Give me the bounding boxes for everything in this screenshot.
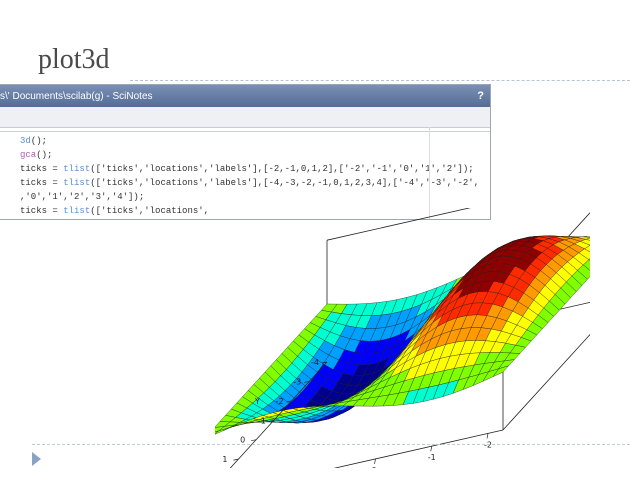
toolbar: [0, 107, 490, 128]
y-tick-label: 1: [222, 455, 227, 464]
y-tick-label: 0: [240, 436, 245, 445]
title-divider: [130, 80, 630, 81]
footer-divider: [32, 444, 630, 445]
surface-mesh: [215, 235, 590, 435]
y-tick-label: -4: [311, 358, 319, 367]
surface-facet: [215, 430, 219, 434]
code-line: ticks = tlist(['ticks','locations',: [20, 206, 210, 216]
y-tick-label: -1: [258, 416, 266, 425]
y-tick-label: -2: [276, 397, 284, 406]
x-tick-label: 0: [372, 466, 377, 468]
x-tick-label: -1: [428, 453, 436, 462]
x-axis-ticks: 210-1-2: [372, 433, 492, 468]
scinotes-window: s\' Documents\scilab(g) - SciNotes ? 3d(…: [0, 84, 491, 220]
slide-title: plot3d: [38, 44, 110, 75]
code-line: ticks = tlist(['ticks','locations','labe…: [20, 178, 480, 188]
code-editor[interactable]: 3d(); gca(); ticks = tlist(['ticks','loc…: [0, 131, 490, 219]
y-axis-ticks: -4-3-2-10123: [222, 358, 328, 464]
editor-margin: [429, 127, 490, 219]
axes-box-front: [229, 361, 504, 468]
code-line: ,'0','1','2','3','4']);: [20, 192, 145, 202]
y-tick-label: -3: [293, 377, 301, 386]
surface-facet: [215, 427, 229, 435]
code-line: ticks = tlist(['ticks','locations','labe…: [20, 164, 474, 174]
y-axis-label: Y: [254, 397, 260, 406]
bullet-arrow-icon: [32, 452, 41, 466]
window-titlebar: s\' Documents\scilab(g) - SciNotes ?: [0, 85, 490, 107]
code-line: 3d();: [20, 136, 48, 146]
help-button[interactable]: ?: [477, 90, 484, 102]
window-title: s\' Documents\scilab(g) - SciNotes: [0, 90, 153, 102]
plot3d-figure: -4-3-2-10123 210-1-2 Y: [215, 208, 590, 468]
code-line: gca();: [20, 150, 53, 160]
